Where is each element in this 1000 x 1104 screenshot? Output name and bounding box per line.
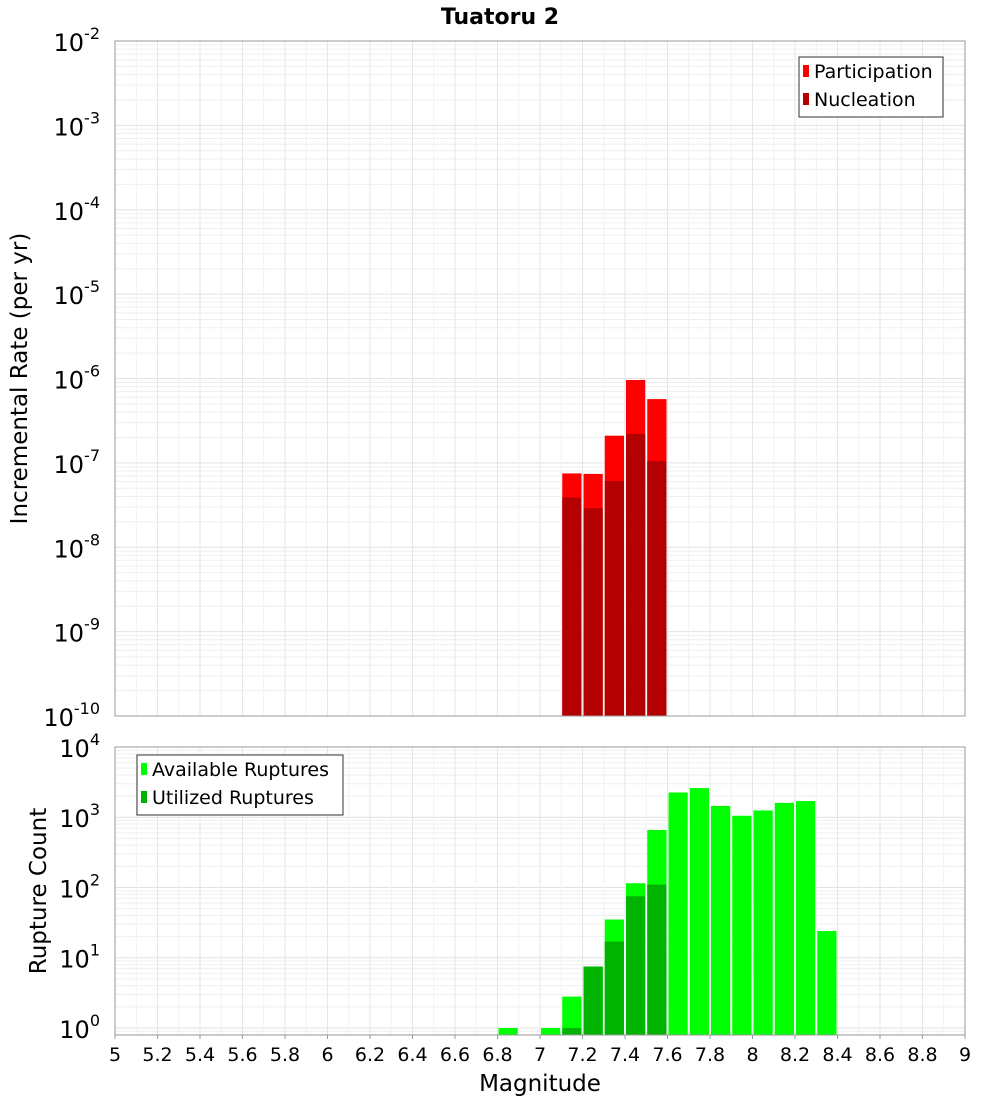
x-tick-label: 5.2 xyxy=(142,1044,172,1066)
x-tick-label: 6 xyxy=(321,1044,333,1066)
bar xyxy=(583,966,603,1035)
y-tick-labels: 104 103 102 101 100 xyxy=(59,730,100,1044)
x-tick-label: 7 xyxy=(534,1044,546,1066)
bar xyxy=(647,461,667,716)
y-tick-label: 102 xyxy=(59,870,100,903)
x-tick-label: 6.6 xyxy=(440,1044,470,1066)
x-tick-label: 8.4 xyxy=(822,1044,852,1066)
legend-label: Nucleation xyxy=(814,89,916,111)
legend-label: Available Ruptures xyxy=(152,759,329,781)
bar xyxy=(562,1027,582,1035)
legend-swatch xyxy=(803,93,809,105)
bar xyxy=(541,1027,561,1035)
bar xyxy=(774,802,794,1035)
y-tick-label: 10-3 xyxy=(54,108,101,141)
y-tick-label: 10-10 xyxy=(43,699,100,732)
legend-label: Utilized Ruptures xyxy=(152,787,314,809)
legend: Available Ruptures Utilized Ruptures xyxy=(136,754,344,816)
bar xyxy=(753,810,773,1035)
x-tick-label: 7.6 xyxy=(652,1044,682,1066)
plot-border xyxy=(114,40,966,717)
y-tick-label: 10-6 xyxy=(54,362,101,395)
legend-label: Participation xyxy=(814,61,933,83)
y-tick-label: 10-4 xyxy=(54,193,101,226)
bar xyxy=(817,931,837,1035)
legend-swatch xyxy=(141,763,147,775)
x-tick-label: 8.6 xyxy=(865,1044,895,1066)
x-axis-label: Magnitude xyxy=(479,1071,601,1097)
y-tick-label: 104 xyxy=(59,730,100,763)
rate-panel: 10-2 10-3 10-4 10-5 10-6 10-7 10-8 10-9 10-10 Inc… xyxy=(7,24,966,732)
bar xyxy=(626,433,646,716)
y-tick-label: 10-5 xyxy=(54,277,101,310)
bar xyxy=(583,508,603,716)
bar xyxy=(626,896,646,1035)
x-tick-label: 5.6 xyxy=(227,1044,257,1066)
y-tick-label: 103 xyxy=(59,800,100,833)
legend-swatch xyxy=(803,65,809,77)
y-tick-label: 10-8 xyxy=(54,530,101,563)
bar xyxy=(647,884,667,1035)
x-tick-label: 7.8 xyxy=(695,1044,725,1066)
x-tick-label: 5 xyxy=(109,1044,121,1066)
x-tick-label: 6.8 xyxy=(482,1044,512,1066)
y-tick-labels: 10-2 10-3 10-4 10-5 10-6 10-7 10-8 10-9 10-10 xyxy=(43,24,100,732)
y-axis-label: Incremental Rate (per yr) xyxy=(7,233,33,525)
bar xyxy=(498,1027,518,1035)
legend: Participation Nucleation xyxy=(798,56,944,118)
grid xyxy=(114,41,966,717)
bar xyxy=(689,788,709,1035)
y-tick-label: 10-7 xyxy=(54,446,101,479)
y-tick-label: 100 xyxy=(59,1011,100,1044)
bar xyxy=(562,996,582,1035)
chart-title: Tuatoru 2 xyxy=(441,5,559,30)
series-nucleation xyxy=(562,433,667,716)
legend-swatch xyxy=(141,791,147,803)
x-tick-label: 9 xyxy=(959,1044,971,1066)
bar xyxy=(604,941,624,1035)
rupture-count-panel: 104 103 102 101 100 Rupture Count Available Ru… xyxy=(26,730,971,1097)
x-tick-label: 8.2 xyxy=(780,1044,810,1066)
y-tick-label: 101 xyxy=(59,941,100,974)
legend-box xyxy=(136,754,344,816)
y-axis-label: Rupture Count xyxy=(26,808,52,974)
y-tick-label: 10-9 xyxy=(54,615,101,648)
bar xyxy=(796,801,816,1035)
y-tick-label: 10-2 xyxy=(54,24,101,57)
x-tick-label: 5.4 xyxy=(185,1044,215,1066)
bar xyxy=(562,497,582,716)
x-tick-label: 6.4 xyxy=(397,1044,427,1066)
series-utilized-ruptures xyxy=(562,884,667,1035)
x-tick-label: 8.8 xyxy=(907,1044,937,1066)
x-tick-label: 7.4 xyxy=(610,1044,640,1066)
x-tick-label: 7.2 xyxy=(567,1044,597,1066)
x-tick-label: 8 xyxy=(746,1044,758,1066)
bar xyxy=(711,805,731,1035)
legend-box xyxy=(798,56,944,118)
bar xyxy=(604,480,624,716)
x-tick-labels: 5 5.2 5.4 5.6 5.8 6 6.2 6.4 6.6 6.8 7 7.2 7.4 7.6 7.8 8… xyxy=(109,1035,971,1066)
bar xyxy=(732,815,752,1035)
x-tick-label: 5.8 xyxy=(270,1044,300,1066)
x-tick-label: 6.2 xyxy=(355,1044,385,1066)
bar xyxy=(668,792,688,1035)
